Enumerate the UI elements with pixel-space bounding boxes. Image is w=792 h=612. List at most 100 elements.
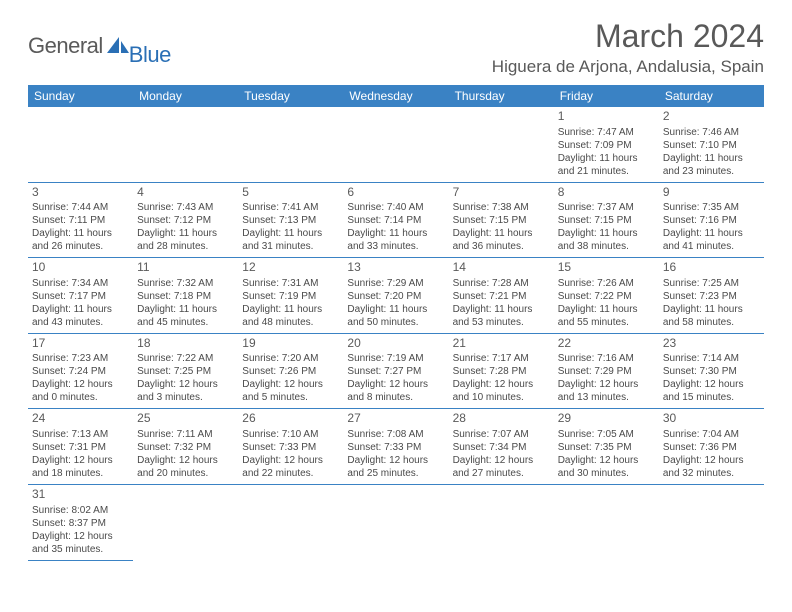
calendar-cell	[238, 484, 343, 560]
day-number: 3	[32, 185, 129, 201]
sunrise-line: Sunrise: 7:28 AM	[453, 277, 550, 290]
calendar-cell	[449, 484, 554, 560]
daylight-line-1: Daylight: 11 hours	[558, 303, 655, 316]
calendar-cell	[343, 107, 448, 182]
weekday-header: Thursday	[449, 85, 554, 107]
day-number: 8	[558, 185, 655, 201]
sunset-line: Sunset: 7:21 PM	[453, 290, 550, 303]
daylight-line-2: and 20 minutes.	[137, 467, 234, 480]
sunset-line: Sunset: 7:28 PM	[453, 365, 550, 378]
weekday-row: SundayMondayTuesdayWednesdayThursdayFrid…	[28, 85, 764, 107]
day-number: 12	[242, 260, 339, 276]
daylight-line-1: Daylight: 12 hours	[137, 454, 234, 467]
sunset-line: Sunset: 7:20 PM	[347, 290, 444, 303]
daylight-line-2: and 0 minutes.	[32, 391, 129, 404]
calendar-cell: 31Sunrise: 8:02 AMSunset: 8:37 PMDayligh…	[28, 484, 133, 560]
calendar-cell	[659, 484, 764, 560]
day-number: 22	[558, 336, 655, 352]
daylight-line-2: and 32 minutes.	[663, 467, 760, 480]
sunrise-line: Sunrise: 7:25 AM	[663, 277, 760, 290]
daylight-line-2: and 53 minutes.	[453, 316, 550, 329]
title-block: March 2024 Higuera de Arjona, Andalusia,…	[492, 18, 764, 77]
calendar-head: SundayMondayTuesdayWednesdayThursdayFrid…	[28, 85, 764, 107]
day-number: 18	[137, 336, 234, 352]
calendar-body: 1Sunrise: 7:47 AMSunset: 7:09 PMDaylight…	[28, 107, 764, 560]
calendar-row: 1Sunrise: 7:47 AMSunset: 7:09 PMDaylight…	[28, 107, 764, 182]
daylight-line-2: and 36 minutes.	[453, 240, 550, 253]
daylight-line-1: Daylight: 12 hours	[32, 454, 129, 467]
day-number: 14	[453, 260, 550, 276]
calendar-cell: 5Sunrise: 7:41 AMSunset: 7:13 PMDaylight…	[238, 182, 343, 258]
calendar-row: 31Sunrise: 8:02 AMSunset: 8:37 PMDayligh…	[28, 484, 764, 560]
sunrise-line: Sunrise: 7:34 AM	[32, 277, 129, 290]
sunrise-line: Sunrise: 7:35 AM	[663, 201, 760, 214]
daylight-line-1: Daylight: 11 hours	[137, 303, 234, 316]
sunrise-line: Sunrise: 7:05 AM	[558, 428, 655, 441]
sunrise-line: Sunrise: 7:41 AM	[242, 201, 339, 214]
day-number: 9	[663, 185, 760, 201]
sunset-line: Sunset: 7:18 PM	[137, 290, 234, 303]
daylight-line-1: Daylight: 12 hours	[242, 378, 339, 391]
daylight-line-1: Daylight: 11 hours	[242, 303, 339, 316]
weekday-header: Sunday	[28, 85, 133, 107]
calendar-table: SundayMondayTuesdayWednesdayThursdayFrid…	[28, 85, 764, 561]
sunrise-line: Sunrise: 7:26 AM	[558, 277, 655, 290]
calendar-cell: 27Sunrise: 7:08 AMSunset: 7:33 PMDayligh…	[343, 409, 448, 485]
daylight-line-2: and 38 minutes.	[558, 240, 655, 253]
sunrise-line: Sunrise: 7:43 AM	[137, 201, 234, 214]
calendar-cell: 11Sunrise: 7:32 AMSunset: 7:18 PMDayligh…	[133, 258, 238, 334]
sunset-line: Sunset: 7:34 PM	[453, 441, 550, 454]
calendar-cell: 23Sunrise: 7:14 AMSunset: 7:30 PMDayligh…	[659, 333, 764, 409]
daylight-line-1: Daylight: 12 hours	[347, 378, 444, 391]
daylight-line-1: Daylight: 11 hours	[453, 303, 550, 316]
daylight-line-2: and 35 minutes.	[32, 543, 129, 556]
calendar-cell	[343, 484, 448, 560]
logo-text-general: General	[28, 33, 103, 59]
day-number: 25	[137, 411, 234, 427]
daylight-line-2: and 55 minutes.	[558, 316, 655, 329]
calendar-cell	[28, 107, 133, 182]
sunset-line: Sunset: 7:27 PM	[347, 365, 444, 378]
sunset-line: Sunset: 7:16 PM	[663, 214, 760, 227]
sunrise-line: Sunrise: 7:19 AM	[347, 352, 444, 365]
daylight-line-2: and 3 minutes.	[137, 391, 234, 404]
daylight-line-2: and 43 minutes.	[32, 316, 129, 329]
day-number: 6	[347, 185, 444, 201]
sunrise-line: Sunrise: 7:40 AM	[347, 201, 444, 214]
calendar-row: 10Sunrise: 7:34 AMSunset: 7:17 PMDayligh…	[28, 258, 764, 334]
calendar-cell: 17Sunrise: 7:23 AMSunset: 7:24 PMDayligh…	[28, 333, 133, 409]
daylight-line-1: Daylight: 12 hours	[558, 454, 655, 467]
calendar-cell	[133, 107, 238, 182]
day-number: 30	[663, 411, 760, 427]
daylight-line-2: and 28 minutes.	[137, 240, 234, 253]
sunrise-line: Sunrise: 7:04 AM	[663, 428, 760, 441]
logo-text-blue: Blue	[129, 42, 171, 68]
calendar-cell: 6Sunrise: 7:40 AMSunset: 7:14 PMDaylight…	[343, 182, 448, 258]
sunrise-line: Sunrise: 7:13 AM	[32, 428, 129, 441]
daylight-line-1: Daylight: 12 hours	[453, 378, 550, 391]
daylight-line-1: Daylight: 11 hours	[663, 303, 760, 316]
day-number: 15	[558, 260, 655, 276]
calendar-cell: 24Sunrise: 7:13 AMSunset: 7:31 PMDayligh…	[28, 409, 133, 485]
calendar-cell: 18Sunrise: 7:22 AMSunset: 7:25 PMDayligh…	[133, 333, 238, 409]
daylight-line-1: Daylight: 12 hours	[663, 378, 760, 391]
daylight-line-1: Daylight: 11 hours	[663, 227, 760, 240]
calendar-cell: 19Sunrise: 7:20 AMSunset: 7:26 PMDayligh…	[238, 333, 343, 409]
weekday-header: Tuesday	[238, 85, 343, 107]
sunset-line: Sunset: 7:32 PM	[137, 441, 234, 454]
calendar-cell	[449, 107, 554, 182]
daylight-line-1: Daylight: 11 hours	[32, 303, 129, 316]
day-number: 10	[32, 260, 129, 276]
sunset-line: Sunset: 7:36 PM	[663, 441, 760, 454]
daylight-line-2: and 33 minutes.	[347, 240, 444, 253]
daylight-line-2: and 50 minutes.	[347, 316, 444, 329]
daylight-line-1: Daylight: 12 hours	[242, 454, 339, 467]
daylight-line-2: and 31 minutes.	[242, 240, 339, 253]
calendar-cell: 20Sunrise: 7:19 AMSunset: 7:27 PMDayligh…	[343, 333, 448, 409]
daylight-line-1: Daylight: 11 hours	[558, 227, 655, 240]
sunrise-line: Sunrise: 7:29 AM	[347, 277, 444, 290]
sunset-line: Sunset: 7:33 PM	[347, 441, 444, 454]
daylight-line-1: Daylight: 12 hours	[137, 378, 234, 391]
calendar-row: 3Sunrise: 7:44 AMSunset: 7:11 PMDaylight…	[28, 182, 764, 258]
calendar-cell: 8Sunrise: 7:37 AMSunset: 7:15 PMDaylight…	[554, 182, 659, 258]
